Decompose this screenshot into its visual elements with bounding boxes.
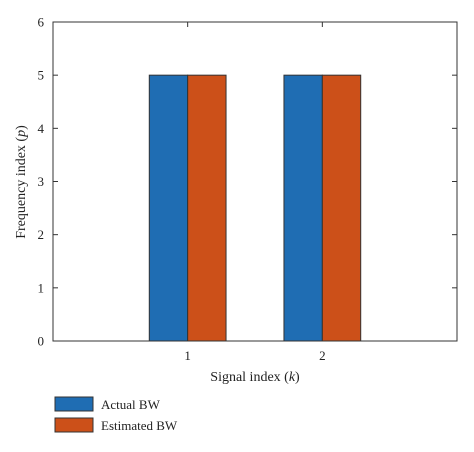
legend-swatch-estimated-bw [54, 417, 94, 433]
x-axis-label-suffix: ) [295, 370, 300, 385]
y-axis-label: Frequency index (p) [14, 125, 29, 239]
legend-label-actual-bw: Actual BW [101, 397, 161, 412]
legend: Actual BW Estimated BW [54, 396, 178, 433]
y-tick-label: 5 [38, 68, 45, 83]
x-tick-label: 1 [184, 348, 191, 363]
x-tick-label: 2 [319, 348, 326, 363]
bar-estimated-bw-2 [321, 74, 362, 342]
bar-actual-bw-2 [283, 74, 323, 342]
legend-label-estimated-bw: Estimated BW [101, 418, 178, 433]
x-axis-label-variable: k [289, 370, 296, 385]
plot-area-frame [52, 21, 458, 342]
y-tick-label: 2 [38, 227, 45, 242]
y-axis: 0 1 2 3 4 5 6 [38, 15, 457, 349]
y-tick-label: 3 [38, 174, 45, 189]
bar-estimated-bw-1 [187, 74, 227, 342]
x-axis-label: Signal index (k) [210, 370, 300, 385]
y-axis-label-prefix: Frequency index ( [14, 137, 29, 239]
y-tick-label: 1 [38, 280, 45, 295]
y-tick-label: 0 [38, 334, 45, 349]
y-axis-label-suffix: ) [14, 125, 29, 130]
x-axis-label-prefix: Signal index ( [210, 370, 289, 385]
bar-actual-bw-1 [148, 74, 189, 342]
y-tick-label: 6 [38, 15, 45, 30]
legend-swatch-actual-bw [54, 396, 94, 412]
y-tick-label: 4 [38, 121, 45, 136]
y-axis-label-variable: p [14, 130, 29, 138]
bars [148, 74, 362, 342]
